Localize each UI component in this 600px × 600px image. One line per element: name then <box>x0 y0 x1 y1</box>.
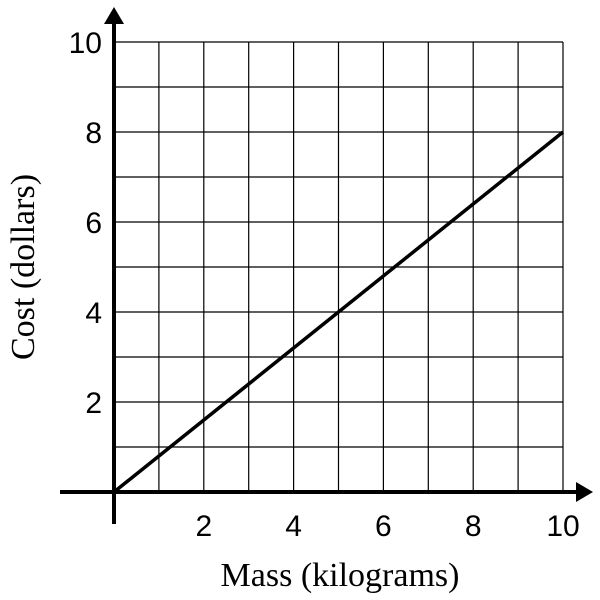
y-tick-label: 6 <box>85 207 102 240</box>
y-axis-label: Cost (dollars) <box>5 174 42 360</box>
x-tick-label: 6 <box>375 510 392 543</box>
y-tick-label: 10 <box>69 27 102 60</box>
x-tick-labels: 2 4 6 8 10 <box>195 510 579 543</box>
x-tick-label: 4 <box>285 510 302 543</box>
series-group <box>112 130 565 494</box>
x-tick-label: 2 <box>195 510 212 543</box>
y-tick-label: 2 <box>85 387 102 420</box>
y-tick-label: 8 <box>85 117 102 150</box>
x-tick-label: 10 <box>546 510 579 543</box>
x-tick-label: 8 <box>465 510 482 543</box>
series-line-cost <box>112 130 565 494</box>
y-axis-arrow <box>104 7 124 24</box>
y-tick-labels: 2 4 6 8 10 <box>69 27 102 420</box>
x-axis-arrow <box>576 482 593 502</box>
y-tick-label: 4 <box>85 297 102 330</box>
x-axis-label: Mass (kilograms) <box>221 557 460 594</box>
grid <box>114 41 564 492</box>
